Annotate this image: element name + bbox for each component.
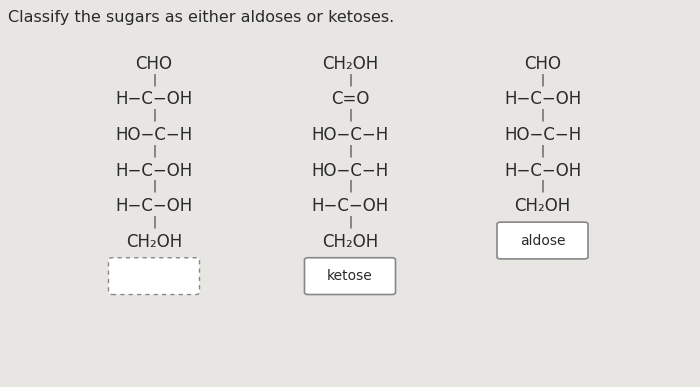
Text: H−C−OH: H−C−OH	[504, 91, 581, 108]
Text: |: |	[348, 216, 352, 228]
Text: CHO: CHO	[136, 55, 172, 73]
Text: H−C−OH: H−C−OH	[116, 197, 192, 215]
Text: CH₂OH: CH₂OH	[514, 197, 570, 215]
Text: aldose: aldose	[519, 233, 566, 248]
Text: H−C−OH: H−C−OH	[504, 162, 581, 180]
Text: HO−C−H: HO−C−H	[504, 126, 581, 144]
Text: |: |	[152, 144, 156, 157]
Text: C=O: C=O	[331, 91, 369, 108]
Text: CH₂OH: CH₂OH	[322, 55, 378, 73]
Text: H−C−OH: H−C−OH	[312, 197, 388, 215]
Text: CH₂OH: CH₂OH	[322, 233, 378, 251]
Text: |: |	[540, 180, 545, 193]
Text: HO−C−H: HO−C−H	[312, 126, 388, 144]
Text: HO−C−H: HO−C−H	[116, 126, 192, 144]
Text: |: |	[348, 109, 352, 122]
Text: |: |	[540, 73, 545, 86]
Text: H−C−OH: H−C−OH	[116, 162, 192, 180]
Text: ketose: ketose	[327, 269, 373, 283]
Text: |: |	[152, 73, 156, 86]
Text: |: |	[348, 180, 352, 193]
Text: Classify the sugars as either aldoses or ketoses.: Classify the sugars as either aldoses or…	[8, 10, 395, 25]
Text: |: |	[540, 144, 545, 157]
Text: CHO: CHO	[524, 55, 561, 73]
FancyBboxPatch shape	[108, 258, 200, 295]
Text: |: |	[348, 73, 352, 86]
Text: |: |	[348, 144, 352, 157]
Text: CH₂OH: CH₂OH	[126, 233, 182, 251]
FancyBboxPatch shape	[304, 258, 395, 295]
FancyBboxPatch shape	[497, 222, 588, 259]
Text: H−C−OH: H−C−OH	[116, 91, 192, 108]
Text: |: |	[152, 216, 156, 228]
Text: |: |	[540, 109, 545, 122]
Text: |: |	[152, 180, 156, 193]
Text: HO−C−H: HO−C−H	[312, 162, 388, 180]
Text: |: |	[152, 109, 156, 122]
